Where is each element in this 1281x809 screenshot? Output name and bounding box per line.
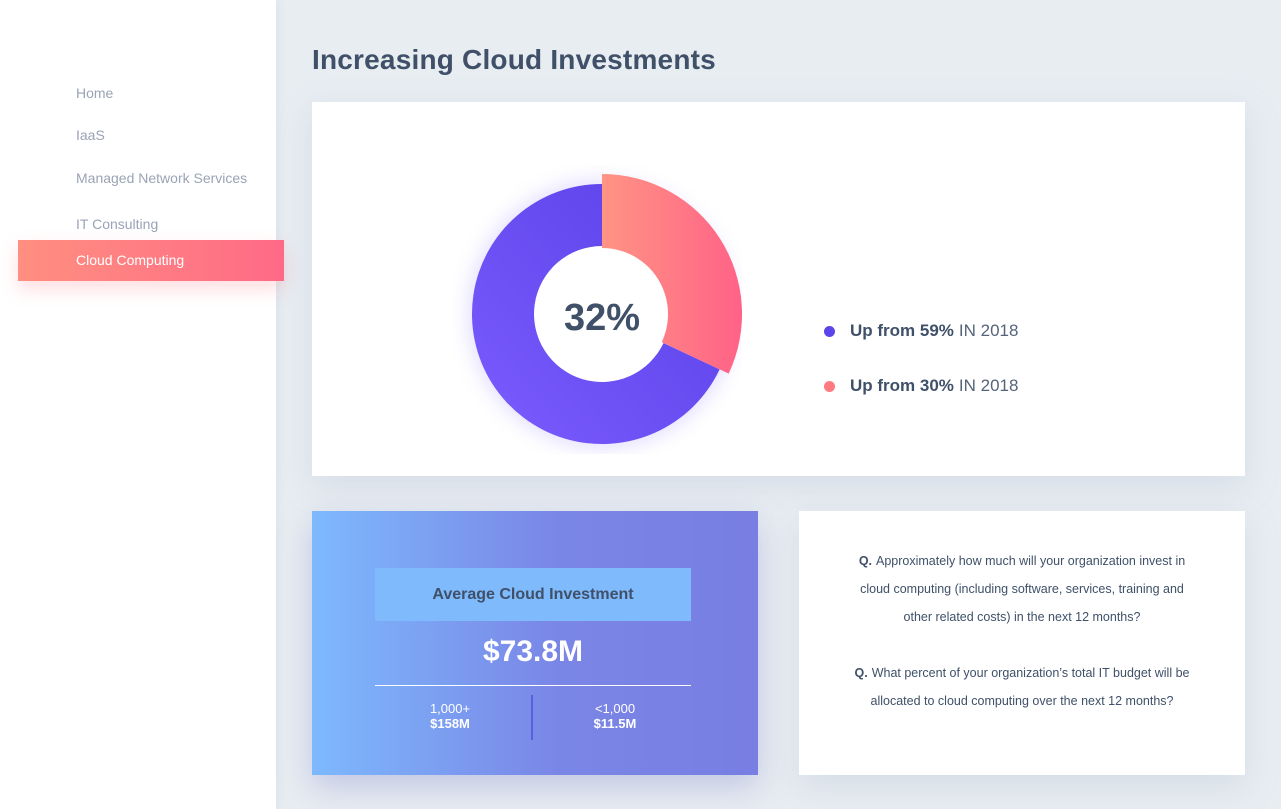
survey-questions-card: Q. Approximately how much will your organ…	[799, 511, 1245, 775]
question-2: Q. What percent of your organization’s to…	[847, 659, 1197, 715]
average-investment-card: Average Cloud Investment $73.8M 1,000+ $…	[312, 511, 758, 775]
investment-column-large: 1,000+ $158M	[375, 701, 525, 731]
sidebar-item-cloud-computing[interactable]: Cloud Computing	[18, 240, 284, 281]
investment-column-small-value: $11.5M	[593, 716, 637, 731]
legend-item-1-rest: IN 2018	[958, 321, 1019, 340]
sidebar-item-managed-network-services[interactable]: Managed Network Services	[76, 170, 248, 186]
sidebar-item-iaas[interactable]: IaaS	[76, 127, 105, 143]
question-1-text: Approximately how much will your organiz…	[860, 554, 1186, 624]
legend-dot-coral	[824, 380, 835, 392]
donut-chart-svg	[469, 174, 742, 447]
donut-chart-card: 32% Up from 59% IN 2018 Up from 30% IN 2…	[312, 102, 1245, 476]
investment-column-large-label: 1,000+	[429, 701, 471, 716]
average-investment-value: $73.8M	[482, 635, 584, 668]
donut-slice-coral	[602, 174, 742, 374]
divider-line	[375, 685, 691, 686]
donut-center-value: 32%	[563, 296, 641, 339]
sidebar-item-it-consulting[interactable]: IT Consulting	[76, 216, 159, 232]
question-2-text: What percent of your organization’s tota…	[870, 666, 1190, 708]
legend-item-2: Up from 30% IN 2018	[824, 375, 1018, 397]
column-divider	[531, 695, 533, 740]
chart-legend: Up from 59% IN 2018 Up from 30% IN 2018	[824, 320, 1018, 430]
legend-item-2-rest: IN 2018	[958, 376, 1019, 395]
sidebar-item-home[interactable]: Home	[76, 85, 114, 101]
average-investment-label: Average Cloud Investment	[375, 568, 691, 621]
donut-slice-purple	[471, 184, 720, 444]
question-1: Q. Approximately how much will your organ…	[847, 547, 1197, 631]
legend-item-2-strong: Up from 30%	[850, 376, 954, 395]
investment-column-large-value: $158M	[430, 716, 470, 731]
legend-dot-purple	[824, 325, 835, 337]
investment-column-small-label: <1,000	[594, 701, 636, 716]
question-2-mark: Q.	[854, 666, 868, 680]
question-1-mark: Q.	[858, 554, 873, 568]
legend-item-1: Up from 59% IN 2018	[824, 320, 1018, 342]
donut-chart: 32%	[452, 164, 742, 454]
sidebar: Home IaaS Managed Network Services IT Co…	[0, 0, 284, 809]
page-title: Increasing Cloud Investments	[312, 44, 716, 75]
legend-item-1-strong: Up from 59%	[850, 321, 954, 340]
investment-column-small: <1,000 $11.5M	[540, 701, 690, 731]
